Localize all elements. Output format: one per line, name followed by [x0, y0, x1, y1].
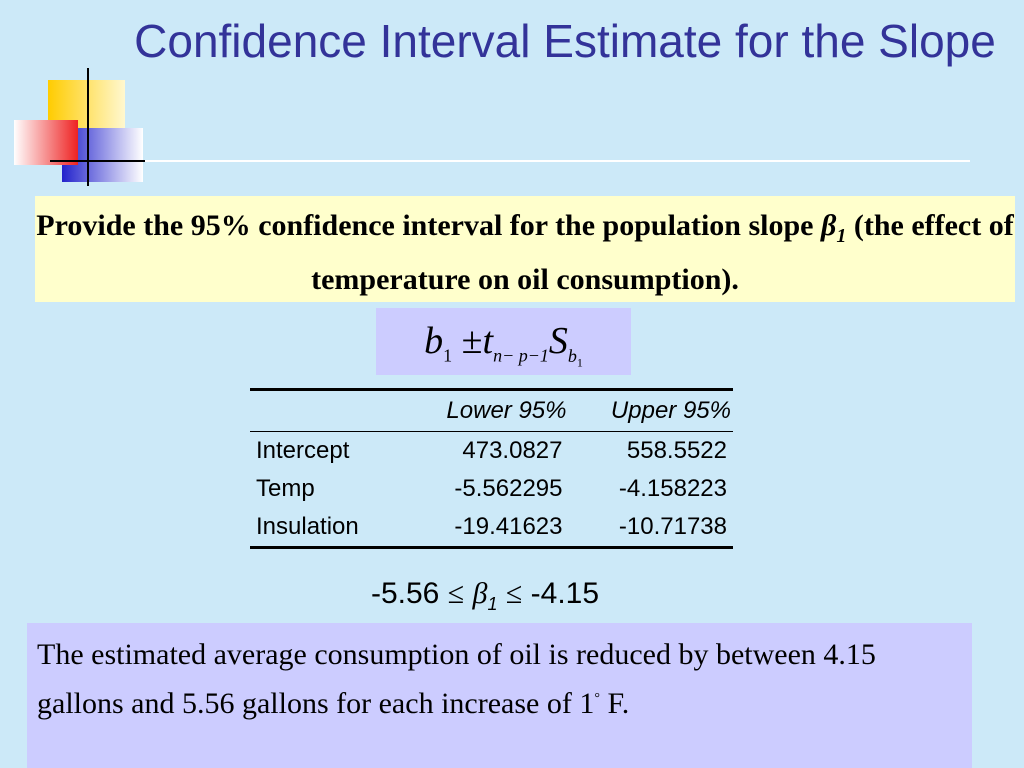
unit: F.: [607, 687, 630, 720]
value-cell: -10.71738: [618, 513, 727, 540]
conclusion: The estimated average consumption of oil…: [27, 623, 972, 768]
title: Confidence Interval Estimate for the Slo…: [134, 15, 996, 67]
value-cell: -4.158223: [618, 475, 727, 502]
s-sub-sub: 1: [576, 355, 583, 370]
degree: °: [594, 691, 600, 706]
prompt: Provide the 95% confidence interval for …: [35, 196, 1015, 302]
table-row: Insulation -19.41623 -10.71738: [250, 508, 733, 548]
header-row: Lower 95% Upper 95%: [250, 389, 733, 432]
le: ≤: [505, 577, 523, 610]
prompt-text: Provide the 95% confidence interval for …: [36, 209, 814, 242]
row-label: Temp: [256, 475, 315, 502]
t-sub: n− p−1: [493, 345, 549, 366]
value-cell: -5.562295: [454, 475, 563, 502]
table-body: Intercept 473.0827 558.5522 Temp -5.562295 -4…: [250, 432, 733, 548]
s-sub: b1: [567, 345, 583, 370]
header-cell: Lower 95%: [404, 389, 569, 432]
subscript: 1: [836, 225, 847, 247]
symbol: β: [820, 209, 837, 242]
row-label: Insulation: [256, 513, 359, 540]
value-cell: 473.0827: [462, 437, 563, 464]
table-row: Intercept 473.0827 558.5522: [250, 432, 733, 471]
value-cell: -19.41623: [454, 513, 563, 540]
interval: -5.56 ≤ β1 ≤ -4.15: [200, 577, 770, 615]
le: ≤: [447, 577, 465, 610]
lower: -5.56: [370, 577, 440, 610]
s-sub-b: b: [567, 345, 577, 366]
formula: b1 ±tn− p−1Sb1: [376, 308, 631, 375]
symbol: β: [472, 577, 488, 610]
table-row: Temp -5.562295 -4.158223: [250, 470, 733, 508]
b-sub: 1: [443, 345, 453, 366]
conclusion-text: The estimated average consumption of oil…: [37, 638, 876, 720]
decoration: [14, 68, 970, 186]
b: b: [424, 320, 444, 362]
value-cell: 558.5522: [626, 437, 727, 464]
pm: ±: [461, 320, 483, 362]
subscript: 1: [487, 594, 498, 614]
row-label: Intercept: [256, 437, 350, 464]
header-cell: Upper 95%: [568, 389, 733, 432]
upper: -4.15: [530, 577, 600, 610]
s: S: [548, 320, 568, 362]
table: Lower 95% Upper 95% Intercept 473.0827 558.…: [250, 388, 733, 549]
header-cell: [250, 389, 404, 432]
t: t: [482, 320, 494, 362]
prompt-rest: (the effect of temperature on oil consum…: [311, 209, 1014, 296]
